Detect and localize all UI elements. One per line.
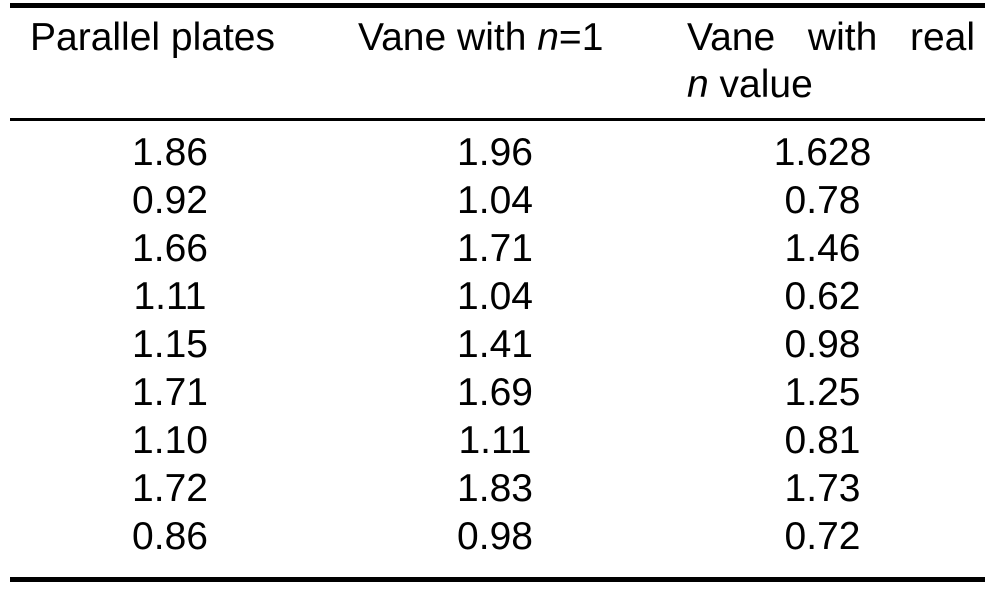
table-cell: 0.92 <box>132 179 208 222</box>
table-cell: 1.83 <box>457 467 533 510</box>
table-cell: 1.25 <box>784 371 861 414</box>
table-rule-bottom <box>10 577 985 582</box>
table-cell: 0.62 <box>784 275 861 318</box>
italic-n: n <box>687 63 709 106</box>
table-cell: 0.78 <box>784 179 861 222</box>
table-cell: 1.69 <box>457 371 533 414</box>
table-cell: 1.73 <box>784 467 861 510</box>
table-cell: 1.71 <box>457 227 533 270</box>
table-cell: 1.41 <box>457 323 533 366</box>
table-rule-top <box>10 3 985 8</box>
table-cell: 0.98 <box>457 515 533 558</box>
data-table: Parallel plates Vane with n=1 Vane with … <box>10 3 985 582</box>
header-text: Parallel plates <box>30 16 275 59</box>
table-rule-header-separator <box>10 118 985 121</box>
table-cell: 1.66 <box>132 227 208 270</box>
table-cell: 0.72 <box>784 515 861 558</box>
header-text: Vane with <box>358 16 538 59</box>
column-header-vane-real-n: Vane with real n value <box>660 14 985 118</box>
table-cell: 1.04 <box>457 179 533 222</box>
table-cell: 0.81 <box>784 419 861 462</box>
table-cell: 1.11 <box>133 275 207 318</box>
table-cell: 1.86 <box>132 131 208 174</box>
column-header-parallel-plates: Parallel plates <box>10 14 330 118</box>
table-cell: 1.71 <box>132 371 208 414</box>
header-text: =1 <box>558 16 604 59</box>
table-cell: 0.98 <box>784 323 861 366</box>
table-cell: 0.86 <box>132 515 208 558</box>
table-cell: 1.96 <box>457 131 533 174</box>
table-body: 1.86 1.96 1.628 0.92 1.04 0.78 1.66 1.71… <box>10 121 985 577</box>
table-cell: 1.04 <box>457 275 533 318</box>
header-line-1: Vane with real <box>687 16 975 59</box>
table-cell: 1.46 <box>784 227 861 270</box>
table-cell: 1.72 <box>132 467 208 510</box>
header-line-2: n value <box>687 61 975 108</box>
table-cell: 1.11 <box>458 419 532 462</box>
column-header-vane-n1: Vane with n=1 <box>330 14 660 118</box>
header-text: value <box>708 63 813 106</box>
table-cell: 1.10 <box>132 419 208 462</box>
table-cell: 1.628 <box>773 131 872 174</box>
table-cell: 1.15 <box>132 323 208 366</box>
italic-n: n <box>537 16 559 59</box>
table-header-row: Parallel plates Vane with n=1 Vane with … <box>10 8 985 118</box>
